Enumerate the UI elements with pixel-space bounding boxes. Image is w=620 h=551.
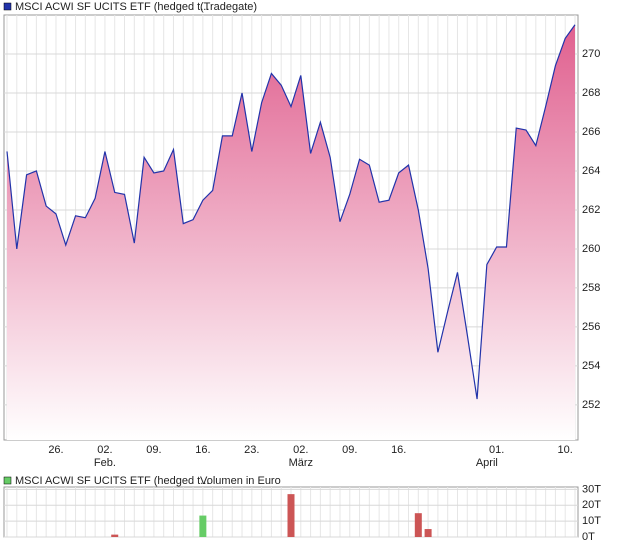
area [7, 24, 575, 440]
volume-bar [424, 529, 432, 537]
y-tick-label: 268 [582, 87, 600, 99]
volume-bar [414, 513, 422, 537]
y-tick-label: 270 [582, 48, 600, 60]
y-tick-label: 10T [582, 515, 601, 527]
legend-swatch [3, 476, 12, 485]
x-month-label: April [476, 457, 498, 469]
volume-bar [287, 494, 295, 537]
x-tick-label: 09. [146, 444, 161, 456]
legend-label: MSCI ACWI SF UCITS ETF (hedged t... [15, 1, 209, 13]
legend-source: (Tradegate) [200, 1, 257, 13]
y-tick-label: 252 [582, 399, 600, 411]
y-tick-label: 256 [582, 321, 600, 333]
x-tick-label: 10. [558, 444, 573, 456]
y-tick-label: 266 [582, 126, 600, 138]
x-month-label: Feb. [94, 457, 116, 469]
legend-swatch [3, 2, 12, 11]
x-tick-label: 02. [293, 444, 308, 456]
y-tick-label: 262 [582, 204, 600, 216]
legend-subtitle: Volumen in Euro [200, 475, 281, 487]
volume-bar [111, 534, 119, 537]
x-tick-label: 02. [97, 444, 112, 456]
y-tick-label: 254 [582, 360, 600, 372]
line [6, 24, 576, 400]
x-tick-label: 23. [244, 444, 259, 456]
volume-bar [199, 515, 207, 537]
y-tick-label: 30T [582, 483, 601, 495]
y-tick-label: 260 [582, 243, 600, 255]
x-tick-label: 16. [391, 444, 406, 456]
x-tick-label: 26. [48, 444, 63, 456]
y-tick-label: 20T [582, 499, 601, 511]
x-tick-label: 01. [489, 444, 504, 456]
y-tick-label: 264 [582, 165, 600, 177]
y-tick-label: 258 [582, 282, 600, 294]
y-tick-label: 0T [582, 531, 595, 543]
x-tick-label: 16. [195, 444, 210, 456]
legend-label: MSCI ACWI SF UCITS ETF (hedged t... [15, 475, 209, 487]
x-tick-label: 09. [342, 444, 357, 456]
x-month-label: März [289, 457, 313, 469]
